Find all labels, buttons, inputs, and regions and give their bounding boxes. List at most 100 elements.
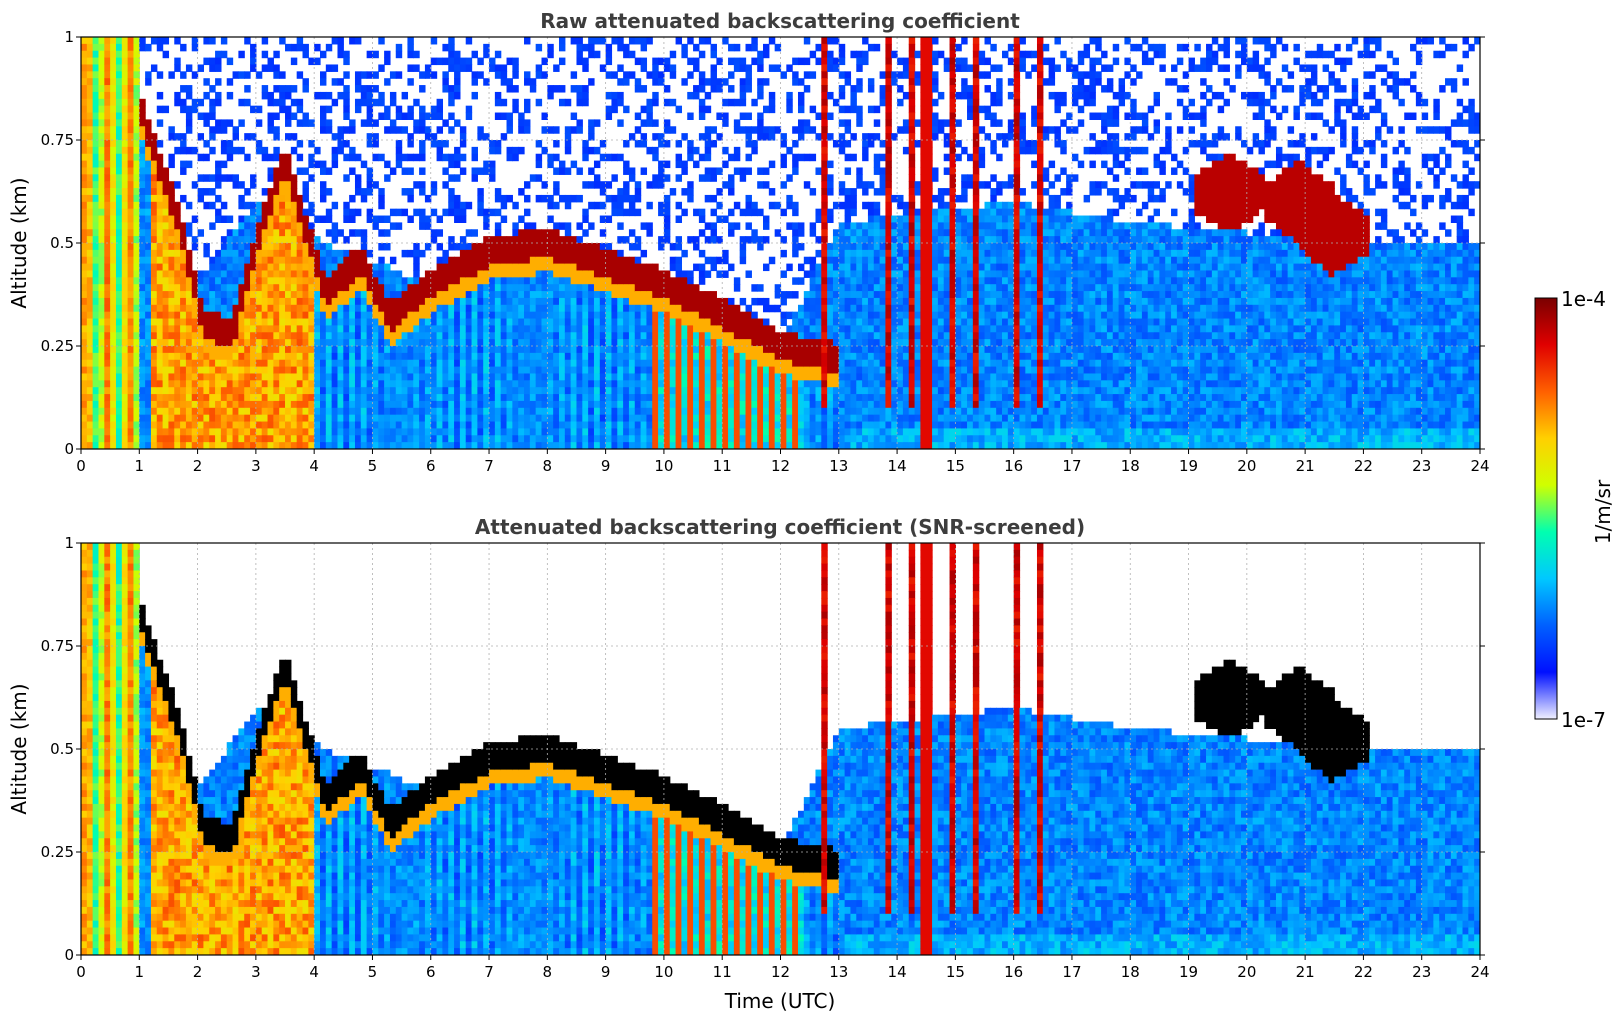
heatmap-cell	[279, 188, 286, 196]
heatmap-cell	[337, 442, 344, 449]
heatmap-cell	[459, 366, 467, 375]
heatmap-cell	[127, 263, 135, 272]
heatmap-cell	[524, 442, 531, 449]
heatmap-cell	[255, 222, 263, 230]
heatmap-cell	[110, 380, 117, 388]
heatmap-cell	[110, 64, 117, 72]
heatmap-cell	[168, 339, 175, 347]
heatmap-cell	[745, 270, 752, 278]
heatmap-cell	[395, 373, 403, 381]
heatmap-cell	[459, 133, 467, 141]
heatmap-cell	[436, 318, 444, 326]
heatmap-cell	[483, 352, 490, 361]
heatmap-cell	[652, 284, 659, 292]
heatmap-cell	[401, 284, 409, 292]
heatmap-cell	[384, 407, 391, 416]
heatmap-cell	[220, 284, 228, 292]
heatmap-cell	[92, 98, 100, 107]
heatmap-cell	[477, 387, 484, 395]
heatmap-cell	[512, 243, 519, 251]
heatmap-cell	[442, 373, 449, 381]
heatmap-cell	[652, 325, 659, 333]
heatmap-cell	[658, 407, 665, 416]
heatmap-cell	[104, 174, 111, 182]
heatmap-cell	[570, 297, 578, 306]
heatmap-cell	[582, 297, 589, 306]
heatmap-cell	[290, 277, 298, 285]
heatmap-cell	[710, 236, 717, 244]
heatmap-cell	[704, 394, 712, 402]
heatmap-cell	[133, 291, 140, 299]
heatmap-cell	[471, 400, 478, 409]
heatmap-cell	[261, 394, 269, 402]
heatmap-cell	[209, 318, 216, 326]
heatmap-cell	[296, 366, 304, 375]
heatmap-cell	[273, 153, 280, 162]
heatmap-cell	[768, 304, 776, 313]
heatmap-cell	[722, 112, 729, 120]
heatmap-cell	[512, 277, 519, 285]
heatmap-cell	[593, 304, 601, 313]
heatmap-cell	[255, 304, 263, 313]
heatmap-cell	[512, 284, 519, 292]
heatmap-cell	[110, 428, 117, 436]
heatmap-cell	[436, 346, 444, 354]
heatmap-cell	[512, 311, 519, 320]
heatmap-cell	[296, 140, 304, 148]
heatmap-cell	[710, 140, 717, 148]
heatmap-cell	[308, 229, 315, 237]
heatmap-cell	[658, 243, 665, 251]
heatmap-cell	[145, 78, 152, 86]
heatmap-cell	[623, 339, 630, 347]
heatmap-cell	[564, 318, 572, 326]
heatmap-cell	[751, 208, 758, 217]
heatmap-cell	[296, 435, 304, 443]
heatmap-cell	[220, 311, 228, 320]
heatmap-cell	[506, 318, 513, 326]
heatmap-cell	[308, 366, 315, 375]
heatmap-cell	[273, 407, 280, 416]
heatmap-cell	[156, 43, 164, 52]
heatmap-cell	[751, 442, 758, 449]
heatmap-cell	[757, 428, 764, 436]
heatmap-cell	[168, 435, 175, 443]
heatmap-cell	[570, 339, 578, 347]
heatmap-cell	[623, 208, 630, 217]
heatmap-cell	[704, 126, 712, 134]
heatmap-cell	[745, 428, 752, 436]
heatmap-cell	[570, 236, 578, 244]
heatmap-cell	[180, 256, 187, 265]
heatmap-cell	[500, 236, 508, 244]
heatmap-cell	[512, 366, 519, 375]
heatmap-cell	[343, 215, 350, 223]
heatmap-cell	[156, 318, 164, 326]
heatmap-cell	[547, 366, 554, 375]
heatmap-cell	[378, 387, 385, 395]
heatmap-cell	[733, 346, 741, 354]
heatmap-cell	[419, 188, 426, 196]
heatmap-cell	[320, 270, 327, 278]
heatmap-cell	[582, 359, 589, 368]
heatmap-cell	[407, 304, 414, 313]
heatmap-cell	[378, 243, 385, 251]
heatmap-cell	[156, 435, 164, 443]
heatmap-cell	[121, 43, 129, 52]
heatmap-cell	[115, 394, 123, 402]
heatmap-cell	[658, 332, 665, 340]
heatmap-cell	[576, 50, 583, 59]
heatmap-cell	[296, 400, 304, 409]
heatmap-cell	[564, 146, 572, 155]
heatmap-cell	[593, 277, 601, 285]
heatmap-cell	[623, 270, 630, 278]
heatmap-cell	[582, 339, 589, 347]
heatmap-cell	[331, 442, 339, 449]
heatmap-cell	[384, 442, 391, 449]
heatmap-cell	[314, 346, 321, 354]
heatmap-cell	[92, 346, 100, 354]
heatmap-cell	[698, 277, 706, 285]
heatmap-cell	[209, 346, 216, 354]
heatmap-cell	[681, 188, 688, 196]
heatmap-cell	[156, 243, 164, 251]
heatmap-cell	[121, 318, 129, 326]
heatmap-cell	[145, 387, 152, 395]
